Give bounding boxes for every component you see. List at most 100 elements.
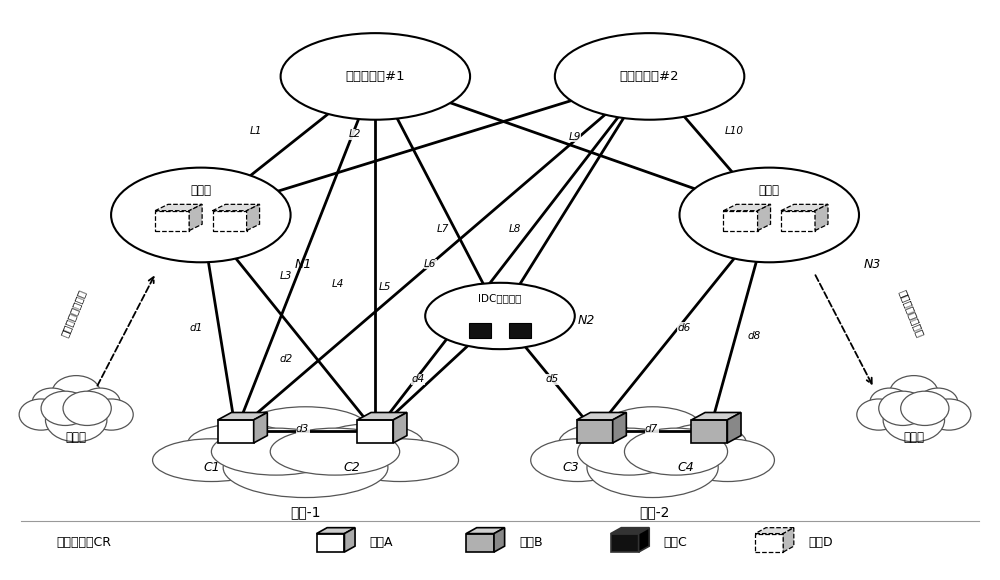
Text: C2: C2 <box>343 462 360 474</box>
Ellipse shape <box>45 398 107 442</box>
Text: C3: C3 <box>562 462 579 474</box>
Polygon shape <box>466 528 505 534</box>
Text: L2: L2 <box>349 129 362 139</box>
Text: d8: d8 <box>748 331 761 341</box>
Ellipse shape <box>680 168 859 262</box>
Polygon shape <box>509 323 531 338</box>
Polygon shape <box>577 412 626 420</box>
Text: N3: N3 <box>863 258 881 270</box>
Text: IDC汇聚网络: IDC汇聚网络 <box>478 293 522 304</box>
Text: 核心路由器CR: 核心路由器CR <box>56 536 111 549</box>
Text: d3: d3 <box>296 423 309 433</box>
Text: L10: L10 <box>725 126 744 136</box>
Ellipse shape <box>81 388 120 416</box>
Text: d4: d4 <box>412 375 425 385</box>
Polygon shape <box>781 211 815 231</box>
Ellipse shape <box>270 428 400 475</box>
Text: L5: L5 <box>379 282 392 292</box>
Polygon shape <box>758 204 771 231</box>
Polygon shape <box>755 534 783 552</box>
Ellipse shape <box>52 376 100 410</box>
Polygon shape <box>611 534 639 552</box>
Text: L1: L1 <box>249 126 262 136</box>
Polygon shape <box>218 420 254 443</box>
Polygon shape <box>781 204 828 211</box>
Text: C4: C4 <box>677 462 694 474</box>
Text: 来自城域网的流量: 来自城域网的流量 <box>897 288 925 338</box>
Polygon shape <box>213 211 247 231</box>
Ellipse shape <box>223 438 388 498</box>
Ellipse shape <box>857 399 901 430</box>
Polygon shape <box>691 412 741 420</box>
Polygon shape <box>613 412 626 443</box>
Ellipse shape <box>890 376 938 410</box>
Polygon shape <box>393 412 407 443</box>
Polygon shape <box>317 534 344 552</box>
Text: L6: L6 <box>424 259 436 269</box>
Text: 城域网: 城域网 <box>190 184 211 197</box>
Ellipse shape <box>879 391 927 426</box>
Polygon shape <box>155 211 189 231</box>
Text: 城域网: 城域网 <box>66 432 87 444</box>
Ellipse shape <box>317 424 423 462</box>
Ellipse shape <box>211 428 341 475</box>
Ellipse shape <box>425 283 575 349</box>
Ellipse shape <box>241 407 370 454</box>
Ellipse shape <box>624 428 728 475</box>
Text: L3: L3 <box>279 270 292 281</box>
Polygon shape <box>727 412 741 443</box>
Ellipse shape <box>870 388 909 416</box>
Ellipse shape <box>555 33 744 119</box>
Polygon shape <box>815 204 828 231</box>
Text: d2: d2 <box>280 354 293 364</box>
Polygon shape <box>189 204 202 231</box>
Polygon shape <box>218 412 267 420</box>
Text: 厂商A: 厂商A <box>369 536 393 549</box>
Text: d5: d5 <box>545 375 558 385</box>
Text: L8: L8 <box>509 224 521 234</box>
Ellipse shape <box>601 407 704 454</box>
Polygon shape <box>357 412 407 420</box>
Polygon shape <box>723 211 758 231</box>
Text: L7: L7 <box>437 224 449 234</box>
Text: 地市-2: 地市-2 <box>639 505 670 519</box>
Polygon shape <box>783 528 794 552</box>
Polygon shape <box>494 528 505 552</box>
Polygon shape <box>344 528 355 552</box>
Ellipse shape <box>89 399 133 430</box>
Text: d7: d7 <box>645 423 658 433</box>
Polygon shape <box>755 528 794 534</box>
Ellipse shape <box>531 439 624 481</box>
Polygon shape <box>611 528 649 534</box>
Text: d6: d6 <box>678 322 691 332</box>
Ellipse shape <box>927 399 971 430</box>
Polygon shape <box>254 412 267 443</box>
Text: N2: N2 <box>578 314 595 327</box>
Text: 厂商D: 厂商D <box>808 536 833 549</box>
Ellipse shape <box>681 439 774 481</box>
Ellipse shape <box>662 424 746 462</box>
Ellipse shape <box>19 399 63 430</box>
Text: 骨干网出口#1: 骨干网出口#1 <box>346 70 405 83</box>
Text: L4: L4 <box>331 279 344 289</box>
Ellipse shape <box>63 391 111 426</box>
Ellipse shape <box>281 33 470 119</box>
Polygon shape <box>469 323 491 338</box>
Ellipse shape <box>883 398 945 442</box>
Text: 厂商B: 厂商B <box>519 536 543 549</box>
Text: 来自城域网的流量: 来自城域网的流量 <box>59 288 87 338</box>
Text: N1: N1 <box>295 258 312 270</box>
Polygon shape <box>466 534 494 552</box>
Text: L9: L9 <box>569 132 581 142</box>
Ellipse shape <box>41 391 89 426</box>
Text: 地市-1: 地市-1 <box>290 505 321 519</box>
Polygon shape <box>213 204 260 211</box>
Ellipse shape <box>32 388 72 416</box>
Ellipse shape <box>578 428 681 475</box>
Ellipse shape <box>153 439 270 481</box>
Polygon shape <box>357 420 393 443</box>
Polygon shape <box>691 420 727 443</box>
Ellipse shape <box>901 391 949 426</box>
Ellipse shape <box>341 439 459 481</box>
Text: C1: C1 <box>203 462 220 474</box>
